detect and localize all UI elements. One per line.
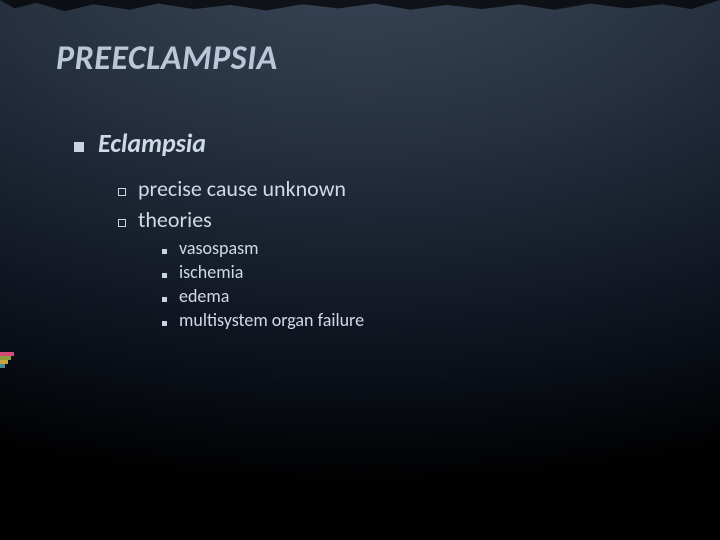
level1-text: Eclampsia	[98, 127, 206, 159]
level3-item: multisystem organ failure	[162, 309, 664, 331]
level2-item: precise cause unknown	[118, 175, 664, 202]
top-edge-decoration	[0, 0, 720, 14]
level3-text: edema	[179, 285, 229, 307]
square-bullet-icon	[74, 142, 84, 152]
slide: PREECLAMPSIA Eclampsia precise cause unk…	[0, 0, 720, 540]
level3-text: multisystem organ failure	[179, 309, 364, 331]
level2-text: precise cause unknown	[138, 175, 346, 202]
hollow-square-bullet-icon	[118, 219, 126, 227]
accent-bars	[0, 352, 14, 368]
slide-title: PREECLAMPSIA	[56, 38, 664, 79]
dot-bullet-icon	[162, 297, 167, 302]
level2-item: theories	[118, 206, 664, 233]
level2-text: theories	[138, 206, 212, 233]
level3-item: edema	[162, 285, 664, 307]
level3-text: ischemia	[179, 261, 243, 283]
level3-item: vasospasm	[162, 237, 664, 259]
dot-bullet-icon	[162, 273, 167, 278]
hollow-square-bullet-icon	[118, 188, 126, 196]
level3-item: ischemia	[162, 261, 664, 283]
level1-item: Eclampsia	[74, 127, 664, 159]
level3-text: vasospasm	[179, 237, 259, 259]
dot-bullet-icon	[162, 321, 167, 326]
accent-bar-teal	[0, 364, 5, 368]
dot-bullet-icon	[162, 249, 167, 254]
